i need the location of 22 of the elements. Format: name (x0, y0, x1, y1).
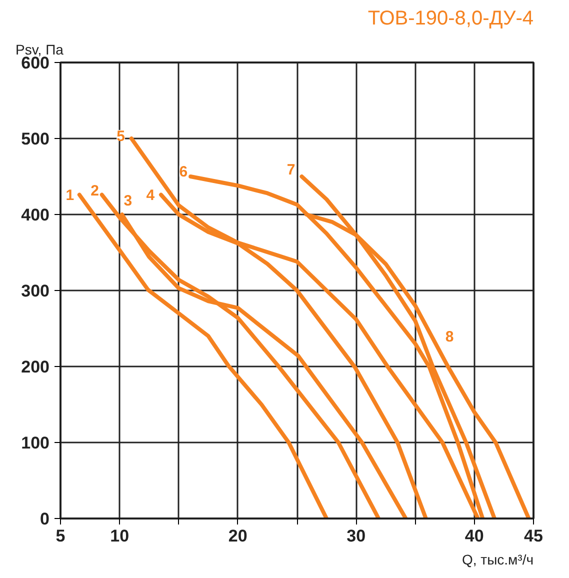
y-tick-label: 300 (21, 282, 50, 300)
y-tick-label: 100 (21, 434, 50, 452)
annotation: 7 (286, 161, 296, 178)
y-tick-label: 400 (21, 206, 50, 224)
y-tick-label: 200 (21, 358, 50, 376)
x-tick-label: 5 (56, 526, 66, 546)
annotation: 5 (116, 128, 125, 145)
annotation: 1 (66, 187, 74, 204)
x-axis-title: Q, тыс.м³/ч (462, 552, 534, 568)
annotation: 8 (445, 328, 454, 346)
x-tick-label: 45 (524, 526, 543, 546)
y-tick-label: 0 (40, 510, 50, 528)
annotation: 6 (179, 164, 188, 181)
x-tick-label: 40 (464, 526, 484, 546)
annotation: 2 (90, 182, 99, 200)
annotation: 4 (146, 187, 156, 204)
chart-title: ТОВ-190-8,0-ДУ-4 (368, 8, 534, 30)
x-tick-label: 10 (110, 526, 130, 546)
annotation: 3 (124, 192, 132, 210)
y-tick-label: 500 (21, 130, 50, 148)
x-tick-label: 20 (228, 526, 248, 546)
x-tick-label: 30 (346, 526, 366, 546)
